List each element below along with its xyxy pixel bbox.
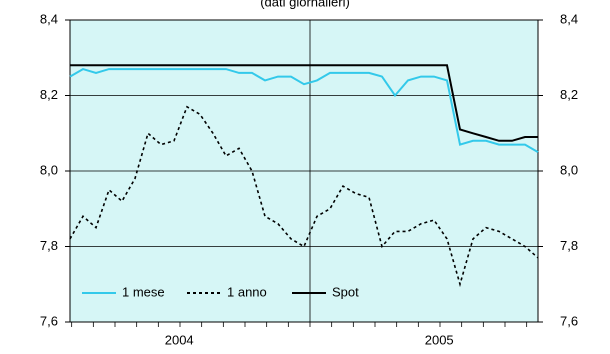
y2-tick-label: 8,0 xyxy=(560,162,578,177)
y2-tick-label: 7,8 xyxy=(560,238,578,253)
y2-tick-label: 8,2 xyxy=(560,87,578,102)
legend-label: 1 anno xyxy=(227,284,267,299)
series-line xyxy=(69,105,539,288)
legend-label: Spot xyxy=(332,284,359,299)
y-tick-label: 8,0 xyxy=(40,162,58,177)
chart-title: (dati giornalieri) xyxy=(260,0,350,9)
y-tick-label: 7,8 xyxy=(40,238,58,253)
x-tick-label: 2005 xyxy=(425,332,454,347)
y-tick-label: 8,4 xyxy=(40,11,58,26)
y2-tick-label: 7,6 xyxy=(560,313,578,328)
y2-tick-label: 8,4 xyxy=(560,11,578,26)
x-tick-label: 2004 xyxy=(165,332,194,347)
y-tick-label: 8,2 xyxy=(40,87,58,102)
y-tick-label: 7,6 xyxy=(40,313,58,328)
series-line xyxy=(70,64,538,142)
series-line xyxy=(69,68,539,153)
legend-label: 1 mese xyxy=(122,284,165,299)
